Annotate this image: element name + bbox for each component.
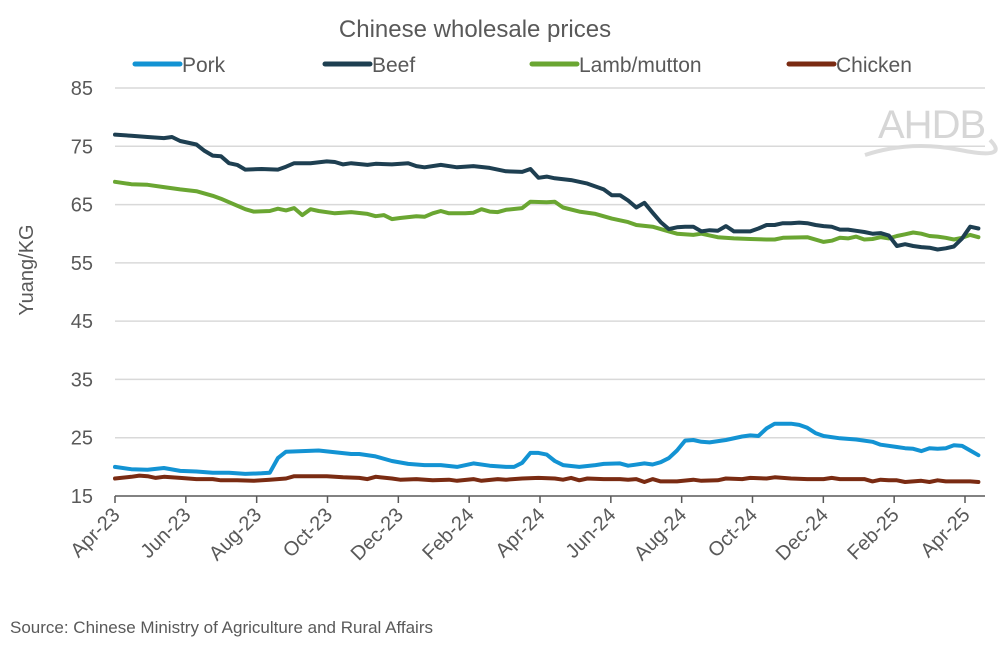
- x-tick-label: Oct-24: [704, 504, 762, 562]
- y-axis-ticks: 15 25 35 45 55 65 75 85: [71, 78, 93, 508]
- y-tick-label: 45: [71, 311, 93, 333]
- x-tick-label: Aug-23: [205, 504, 266, 565]
- legend-item-chicken: Chicken: [786, 54, 912, 77]
- gridlines: [115, 87, 985, 439]
- legend-item-beef: Beef: [322, 54, 415, 77]
- ahdb-logo-text: AHDB: [878, 103, 985, 147]
- series-line-lamb-mutton: [113, 179, 981, 244]
- x-tick-label: Apr-24: [492, 504, 550, 562]
- x-tick-label: Apr-25: [917, 504, 975, 562]
- y-tick-label: 75: [71, 136, 93, 158]
- legend-item-pork: Pork: [132, 54, 226, 77]
- legend-label: Beef: [372, 54, 415, 77]
- series-line-pork: [113, 421, 981, 476]
- source-note: Source: Chinese Ministry of Agriculture …: [10, 618, 433, 637]
- y-tick-label: 35: [71, 369, 93, 391]
- y-tick-label: 65: [71, 195, 93, 217]
- legend-item-lamb-mutton: Lamb/mutton: [529, 54, 702, 77]
- series-line-chicken: [113, 473, 981, 484]
- ahdb-logo: AHDB: [864, 103, 998, 157]
- legend-label: Pork: [182, 54, 226, 77]
- legend-label: Chicken: [836, 54, 912, 77]
- x-tick-label: Oct-23: [279, 504, 337, 562]
- series-line-beef: [113, 132, 981, 252]
- y-axis-label: Yuang/KG: [16, 224, 38, 315]
- series-lines: [113, 132, 981, 484]
- y-tick-label: 15: [71, 486, 93, 508]
- x-tick-label: Jun-24: [562, 504, 621, 563]
- y-tick-label: 85: [71, 78, 93, 100]
- y-tick-label: 25: [71, 428, 93, 450]
- y-tick-label: 55: [71, 253, 93, 275]
- x-tick-label: Apr-23: [67, 504, 125, 562]
- chart-title: Chinese wholesale prices: [339, 16, 611, 43]
- x-tick-label: Jun-23: [137, 504, 196, 563]
- ahdb-logo-swoosh: [864, 138, 998, 157]
- legend-label: Lamb/mutton: [579, 54, 702, 77]
- x-tick-label: Dec-23: [347, 504, 408, 565]
- x-axis: Apr-23 Jun-23 Aug-23 Oct-23 Dec-23 Feb-24 Apr-…: [67, 495, 985, 565]
- x-tick-label: Feb-24: [418, 504, 478, 564]
- x-tick-label: Dec-24: [772, 504, 833, 565]
- x-tick-label: Aug-24: [630, 504, 691, 565]
- legend: Pork Beef Lamb/mutton Chicken: [132, 54, 912, 77]
- x-tick-label: Feb-25: [843, 504, 903, 564]
